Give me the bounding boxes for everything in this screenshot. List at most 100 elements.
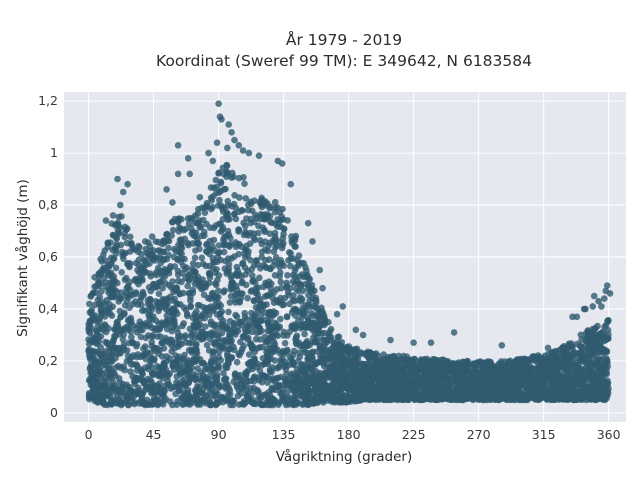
data-point: [160, 345, 168, 352]
data-point: [158, 269, 165, 276]
data-point: [134, 375, 142, 382]
data-point: [115, 213, 123, 221]
data-point: [274, 204, 281, 211]
data-point: [220, 336, 228, 344]
data-point: [162, 318, 170, 325]
data-point: [234, 392, 242, 400]
data-point: [181, 351, 188, 359]
data-point: [125, 262, 133, 270]
data-point: [502, 367, 510, 375]
data-point: [298, 259, 305, 267]
data-point: [364, 350, 372, 357]
data-point: [516, 356, 524, 363]
data-point: [583, 383, 590, 391]
data-point: [275, 219, 282, 227]
data-point: [261, 215, 269, 223]
data-point: [328, 336, 335, 344]
data-point: [603, 359, 611, 367]
data-point: [106, 287, 114, 294]
data-point: [258, 343, 266, 351]
data-point: [299, 341, 306, 349]
data-point: [320, 336, 328, 344]
data-point: [560, 346, 567, 354]
data-point: [258, 196, 266, 204]
data-point: [192, 346, 199, 354]
data-point: [498, 358, 505, 365]
data-point: [233, 313, 241, 321]
data-point: [361, 380, 369, 388]
data-point: [226, 299, 234, 306]
data-point: [283, 313, 291, 320]
data-point: [252, 211, 259, 219]
data-point: [247, 377, 255, 385]
data-point: [101, 247, 108, 254]
data-point: [181, 334, 188, 341]
data-point: [480, 372, 488, 380]
data-point: [581, 357, 589, 365]
data-point: [252, 289, 260, 297]
data-point: [118, 269, 125, 276]
data-point: [206, 250, 213, 258]
data-point: [128, 333, 135, 341]
data-point: [241, 180, 248, 187]
data-point: [475, 396, 482, 403]
data-point: [128, 239, 135, 247]
data-point: [221, 287, 228, 294]
data-point: [247, 256, 254, 264]
data-point: [232, 215, 240, 223]
data-point: [271, 319, 279, 327]
data-point: [124, 323, 131, 331]
data-point: [220, 204, 228, 211]
data-point: [101, 321, 109, 328]
data-point: [287, 255, 295, 262]
data-point: [109, 339, 117, 346]
data-point: [301, 330, 308, 338]
data-point: [517, 369, 524, 376]
data-point: [106, 310, 114, 317]
data-point: [293, 332, 301, 340]
data-point: [169, 401, 176, 409]
data-point: [160, 248, 168, 256]
data-point: [187, 297, 194, 305]
data-point: [244, 201, 252, 209]
data-point: [101, 357, 109, 364]
data-point: [86, 300, 93, 308]
data-point: [602, 321, 610, 329]
data-point: [267, 325, 275, 333]
data-point: [148, 233, 156, 240]
data-point: [152, 347, 159, 355]
data-point: [215, 242, 223, 249]
data-point: [212, 331, 219, 338]
data-point: [144, 375, 152, 383]
data-point: [272, 236, 280, 243]
data-point: [352, 395, 359, 403]
data-point: [529, 393, 537, 401]
data-point: [98, 288, 105, 295]
data-point: [206, 335, 214, 343]
data-point: [300, 361, 307, 369]
data-point: [211, 280, 219, 287]
data-point: [266, 239, 274, 247]
data-point: [102, 257, 109, 264]
data-point: [309, 377, 317, 385]
data-point: [201, 323, 209, 330]
data-point: [577, 343, 585, 350]
data-point: [185, 357, 192, 364]
data-point: [306, 297, 314, 305]
data-point: [234, 290, 241, 298]
data-point: [249, 272, 256, 279]
data-point: [253, 322, 261, 330]
data-point: [188, 399, 196, 407]
data-point: [210, 258, 218, 266]
data-point: [297, 379, 304, 387]
data-point: [212, 293, 219, 301]
data-point: [331, 373, 339, 381]
data-point: [218, 323, 226, 331]
data-point: [232, 331, 239, 338]
data-point: [115, 344, 123, 352]
data-point: [113, 220, 120, 228]
data-point: [243, 387, 250, 394]
data-point: [248, 266, 255, 273]
data-point: [233, 358, 241, 366]
data-point: [225, 333, 233, 340]
